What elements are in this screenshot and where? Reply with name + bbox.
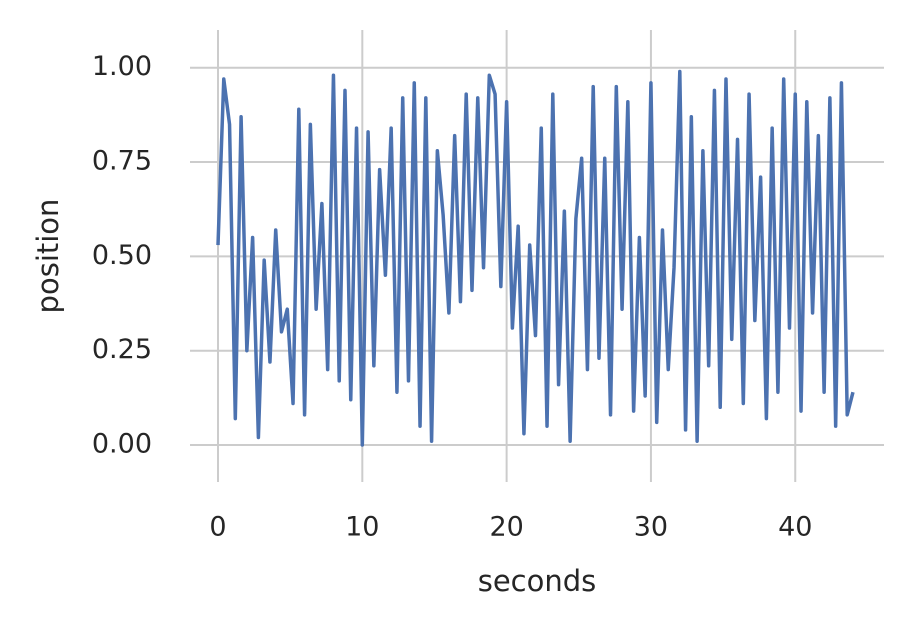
x-tick-label: 40 [778,512,812,543]
y-axis-label: position [31,199,65,314]
x-axis-label: seconds [478,564,597,598]
y-tick-label: 0.25 [92,334,152,365]
x-tick-label: 30 [634,512,668,543]
y-tick-label: 0.50 [92,240,152,271]
data-line [216,69,855,447]
x-tick-label: 10 [345,512,379,543]
y-tick-label: 0.75 [92,146,152,177]
y-tick-label: 1.00 [92,51,152,82]
x-tick-label: 20 [489,512,523,543]
x-tick-label: 0 [209,512,226,543]
y-tick-label: 0.00 [92,429,152,460]
